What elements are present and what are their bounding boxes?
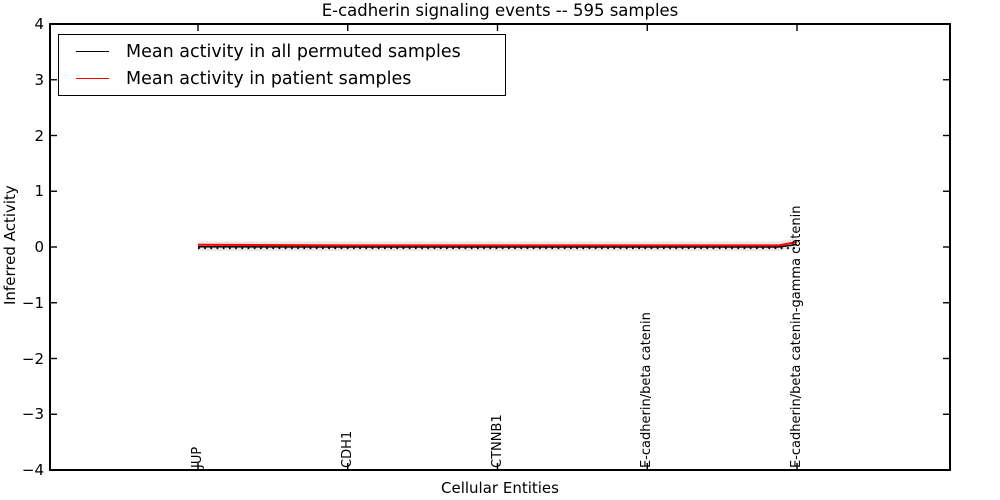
y-tick-label: 3 (34, 70, 44, 89)
x-tick-label: CDH1 (339, 430, 355, 468)
y-tick-label: −1 (21, 293, 44, 312)
legend-item-patient: Mean activity in patient samples (76, 69, 505, 89)
series-line-permuted (197, 243, 798, 248)
y-tick-label: 2 (34, 126, 44, 145)
x-tick-label: E-cadherin/beta catenin (639, 312, 655, 468)
y-tick-label: 1 (34, 182, 44, 201)
legend-item-permuted: Mean activity in all permuted samples (76, 42, 505, 62)
legend-label: Mean activity in all permuted samples (126, 41, 461, 62)
chart-title: E-cadherin signaling events -- 595 sampl… (321, 1, 679, 20)
y-tick-label: 4 (34, 15, 44, 33)
axes-frame (49, 23, 951, 471)
y-tick-label: −2 (21, 349, 44, 368)
y-tick-label: −3 (21, 405, 44, 424)
x-axis-label: Cellular Entities (441, 479, 559, 497)
legend-line-sample-black (76, 51, 109, 52)
y-tick-label: 0 (34, 238, 44, 256)
x-tick-label: E-cadherin/beta catenin-gamma catenin (789, 205, 804, 468)
legend-label: Mean activity in patient samples (126, 68, 412, 89)
series-line-patient (197, 240, 798, 247)
legend-line-sample-red (76, 78, 109, 79)
x-tick-label: CTNNB1 (489, 414, 505, 468)
x-tick-label: JUP (190, 446, 205, 468)
legend: Mean activity in all permuted samples Me… (58, 34, 506, 96)
y-tick-label: −4 (21, 461, 44, 479)
